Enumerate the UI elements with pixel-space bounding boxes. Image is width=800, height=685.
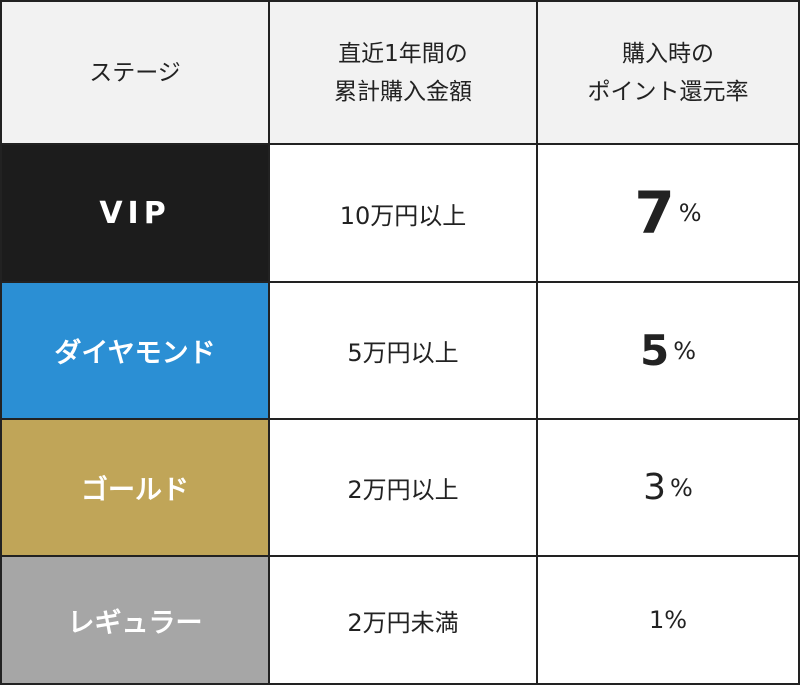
rate-value: 3 xyxy=(643,467,667,508)
stage-vip: VIP xyxy=(2,145,268,281)
header-annual-purchase-line2: 累計購入金額 xyxy=(334,78,472,105)
stage-regular: レギュラー xyxy=(2,557,268,683)
amount-label: 2万円未満 xyxy=(347,608,459,637)
rate-unit: % xyxy=(673,336,697,365)
stage-diamond: ダイヤモンド xyxy=(2,283,268,418)
rate-gold: 3% xyxy=(538,420,798,555)
stage-label: VIP xyxy=(99,195,171,231)
rate-value: 1 xyxy=(648,606,665,634)
rate-unit: % xyxy=(678,199,702,227)
rate-regular: 1% xyxy=(538,557,798,683)
amount-label: 10万円以上 xyxy=(339,201,467,230)
amount-label: 5万円以上 xyxy=(347,339,459,367)
stage-label: ダイヤモンド xyxy=(54,338,216,369)
stage-label: レギュラー xyxy=(67,607,203,639)
amount-label: 2万円以上 xyxy=(347,476,459,504)
header-annual-purchase: 直近1年間の 累計購入金額 xyxy=(270,2,536,143)
stage-gold: ゴールド xyxy=(2,420,268,555)
amount-diamond: 5万円以上 xyxy=(270,283,536,418)
header-stage: ステージ xyxy=(2,2,268,143)
rate-value: 7 xyxy=(634,179,675,247)
amount-vip: 10万円以上 xyxy=(270,145,536,281)
header-point-rate-line1: 購入時の xyxy=(622,40,714,67)
header-point-rate-line2: ポイント還元率 xyxy=(587,78,749,105)
header-point-rate: 購入時の ポイント還元率 xyxy=(538,2,798,143)
header-stage-label: ステージ xyxy=(89,59,181,86)
stage-label: ゴールド xyxy=(81,475,189,506)
rate-unit: % xyxy=(664,606,688,634)
amount-regular: 2万円未満 xyxy=(270,557,536,683)
rate-vip: 7% xyxy=(538,145,798,281)
header-annual-purchase-line1: 直近1年間の xyxy=(338,40,468,67)
rate-value: 5 xyxy=(639,326,670,375)
rate-unit: % xyxy=(670,473,693,502)
rate-diamond: 5% xyxy=(538,283,798,418)
amount-gold: 2万円以上 xyxy=(270,420,536,555)
